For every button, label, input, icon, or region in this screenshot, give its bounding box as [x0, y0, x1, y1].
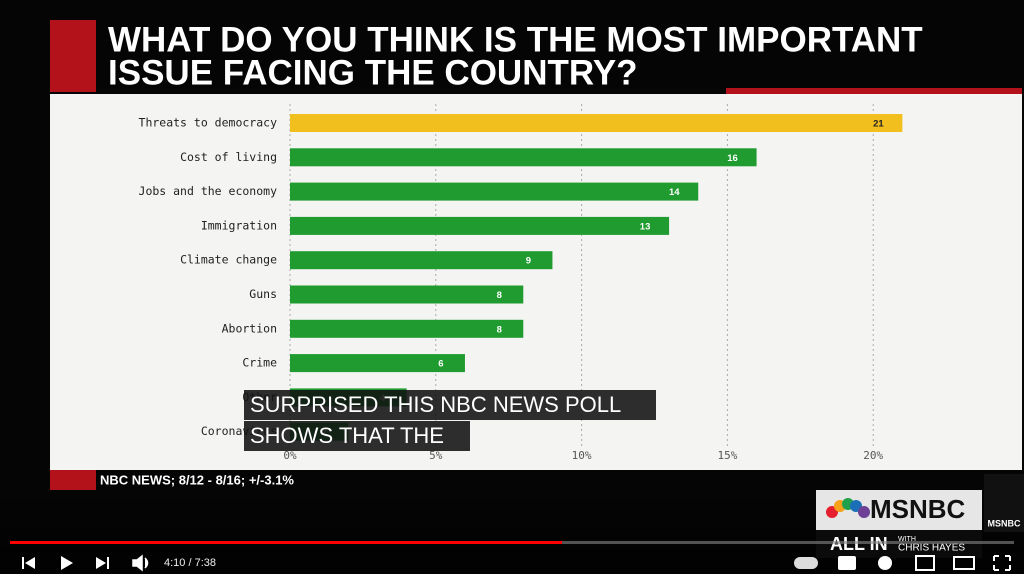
category-label: Threats to democracy [139, 116, 278, 130]
value-label: 6 [438, 359, 443, 370]
corner-logo: MSNBC [988, 518, 1021, 528]
red-block [50, 20, 96, 92]
x-tick-label: 15% [717, 449, 737, 462]
value-label: 9 [526, 256, 531, 267]
red-footer-block [50, 470, 96, 490]
value-label: 14 [669, 187, 680, 198]
caption-line: SURPRISED THIS NBC NEWS POLL [250, 392, 621, 417]
category-label: Abortion [222, 321, 277, 335]
x-tick-label: 5% [429, 449, 443, 462]
chart: 0% 5% 10% 15% 20% Threats to democracy 21 Cost … [139, 104, 903, 462]
value-label: 8 [497, 324, 502, 335]
caption-box [244, 390, 656, 420]
x-tick-label: 10% [572, 449, 592, 462]
category-label: Jobs and the economy [139, 184, 278, 198]
category-label: Immigration [201, 218, 277, 232]
fullscreen-button[interactable] [993, 555, 1011, 571]
title-line: ISSUE FACING THE COUNTRY? [108, 53, 638, 92]
x-tick-label: 0% [283, 449, 297, 462]
caption-box [244, 421, 470, 451]
bar [290, 182, 699, 201]
play-button[interactable] [61, 556, 73, 570]
value-label: 13 [640, 221, 651, 232]
bar [290, 354, 465, 373]
bar [290, 114, 903, 132]
category-label: Guns [249, 287, 277, 301]
category-label: Climate change [180, 253, 277, 267]
miniplayer-button[interactable] [915, 555, 935, 571]
theater-button[interactable] [953, 556, 975, 570]
source: NBC NEWS; 8/12 - 8/16; +/-3.1% [100, 472, 294, 487]
x-tick-label: 20% [863, 449, 883, 462]
caption-line: SHOWS THAT THE [250, 423, 444, 448]
cc-button[interactable] [838, 556, 856, 570]
bar [290, 148, 757, 167]
value-label: 8 [497, 290, 502, 301]
category-label: Cost of living [180, 150, 277, 164]
network-logo: MSNBC [870, 494, 966, 524]
corner-bug [984, 474, 1024, 532]
title-line: WHAT DO YOU THINK IS THE MOST IMPORTANT [108, 20, 923, 59]
peacock [826, 498, 870, 518]
settings-button[interactable] [878, 556, 892, 570]
next-button[interactable] [96, 557, 109, 569]
red-strip [726, 88, 1022, 94]
show-with: WITH [898, 536, 916, 543]
volume-button[interactable] [132, 554, 149, 572]
category-label: Crime [242, 356, 277, 370]
bar [290, 251, 553, 270]
progress-played [10, 541, 562, 544]
value-label: 21 [873, 119, 884, 130]
show-host: CHRIS HAYES [898, 543, 965, 554]
bar [290, 285, 524, 304]
bar [290, 216, 670, 235]
value-label: 16 [727, 153, 738, 164]
autoplay-toggle[interactable] [794, 557, 818, 569]
bar [290, 319, 524, 338]
player-controls [22, 554, 1011, 572]
time-display: 4:10 / 7:38 [164, 557, 216, 569]
previous-button[interactable] [22, 557, 35, 569]
